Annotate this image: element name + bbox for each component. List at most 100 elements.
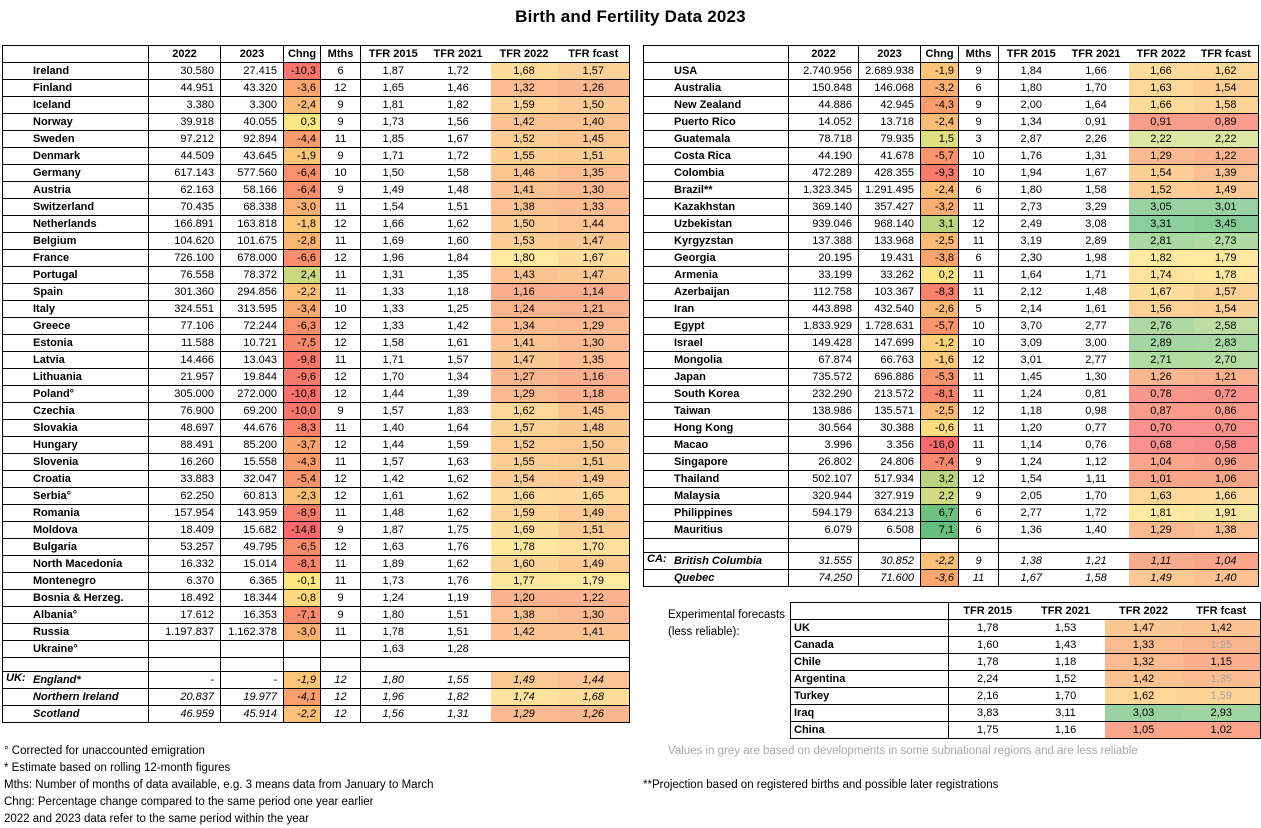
births-2023-cell: 634.213 [858, 504, 921, 522]
births-2022-cell: 26.802 [788, 453, 859, 471]
births-2022-cell: 18.492 [148, 589, 221, 607]
tfr-2021-cell: 1,19 [425, 589, 491, 607]
country-row: Georgia 20.195 19.431 -3,8 6 2,30 1,98 1,82 1,79 [643, 249, 1259, 267]
col-header-mths: Mths [958, 45, 999, 63]
country-name-cell: China [790, 721, 949, 739]
mths-cell: 6 [320, 62, 361, 80]
tfr-fcast-cell: 1,38 [1193, 521, 1259, 539]
mths-cell: 6 [958, 181, 999, 199]
tfr-2015-cell: 1,57 [360, 402, 426, 420]
country-name-cell: Finland [2, 79, 149, 97]
country-name-cell: Denmark [2, 147, 149, 165]
tfr-2015-cell: 1,40 [360, 419, 426, 437]
tfr-2021-cell: 0,77 [1063, 419, 1129, 437]
tfr-2022-cell: 2,22 [1128, 130, 1194, 148]
tfr-fcast-cell: 1,51 [557, 147, 630, 165]
mths-cell: 11 [958, 436, 999, 454]
births-2023-cell: 13.718 [858, 113, 921, 131]
tfr-2015-cell: 1,44 [360, 436, 426, 454]
tfr-fcast-cell: 3,01 [1193, 198, 1259, 216]
mths-cell: 11 [320, 232, 361, 250]
tfr-2015-cell: 1,87 [360, 62, 426, 80]
country-name-cell: Slovenia [2, 453, 149, 471]
col-header-mths: Mths [320, 45, 361, 63]
births-2022-cell: 97.212 [148, 130, 221, 148]
country-row: Croatia 33.883 32.047 -5,4 12 1,42 1,62 1,54 1,4… [2, 470, 630, 488]
tfr-fcast-cell: 0,86 [1193, 402, 1259, 420]
tfr-fcast-cell: 1,30 [557, 334, 630, 352]
mths-cell: 11 [320, 555, 361, 573]
tfr-fcast-cell [557, 640, 630, 658]
births-2023-cell: 101.675 [220, 232, 284, 250]
mths-cell: 6 [958, 79, 999, 97]
tfr-2022-cell: 1,74 [490, 688, 558, 706]
forecast-row: Iraq 3,83 3,11 3,03 2,93 [790, 704, 1261, 722]
mths-cell: 11 [320, 419, 361, 437]
births-2023-cell: 1.291.495 [858, 181, 921, 199]
tfr-2021-cell: 1,82 [425, 96, 491, 114]
chng-cell: -1,9 [920, 62, 959, 80]
mths-cell: 9 [320, 589, 361, 607]
chng-cell: -5,7 [920, 317, 959, 335]
chng-cell: -7,4 [920, 453, 959, 471]
chng-cell: 0,3 [283, 113, 321, 131]
chng-cell: 7,1 [920, 521, 959, 539]
tfr-2022-cell: 1,27 [490, 368, 558, 386]
tfr-2022-cell: 1,42 [490, 113, 558, 131]
chng-cell: -5,3 [920, 368, 959, 386]
mths-cell: 12 [320, 334, 361, 352]
tfr-2021-cell: 1,62 [425, 487, 491, 505]
births-2023-cell: 15.558 [220, 453, 284, 471]
empty-cell [360, 657, 426, 672]
births-2023-cell: 135.571 [858, 402, 921, 420]
tfr-2015-cell: 1,44 [360, 385, 426, 403]
tfr-2022-cell: 1,62 [1104, 687, 1183, 705]
country-row: Kazakhstan 369.140 357.427 -3,2 11 2,73 3,29 3,… [643, 198, 1259, 216]
tfr-2021-cell: 1,28 [425, 640, 491, 658]
country-name-cell: Moldova [2, 521, 149, 539]
tfr-2021-cell: 2,77 [1063, 317, 1129, 335]
births-2023-cell: 58.166 [220, 181, 284, 199]
tfr-2022-cell: 1,43 [490, 266, 558, 284]
tfr-fcast-cell: 1,58 [1193, 96, 1259, 114]
chng-cell: -2,2 [283, 705, 321, 723]
tfr-fcast-cell: 0,96 [1193, 453, 1259, 471]
tfr-2021-cell: 1,67 [1063, 164, 1129, 182]
country-row: Lithuania 21.957 19.844 -9,6 12 1,70 1,34 1,27 1… [2, 368, 630, 386]
country-row: USA 2.740.956 2.689.938 -1,9 9 1,84 1,66 1,66 1,… [643, 62, 1259, 80]
empty-cell [220, 657, 284, 672]
country-name-cell: Italy [2, 300, 149, 318]
births-2022-cell: 320.944 [788, 487, 859, 505]
births-2023-cell: 43.320 [220, 79, 284, 97]
births-2022-cell: 149.428 [788, 334, 859, 352]
country-name-cell: Uzbekistan [643, 215, 789, 233]
mths-cell: 12 [320, 671, 361, 689]
births-2022-cell: 44.509 [148, 147, 221, 165]
tfr-fcast-cell: 1,68 [557, 688, 630, 706]
tfr-2015-cell: 1,54 [998, 470, 1064, 488]
forecast-row: UK 1,78 1,53 1,47 1,42 [790, 619, 1261, 637]
tfr-fcast-cell: 3,45 [1193, 215, 1259, 233]
tfr-fcast-cell: 1,26 [557, 705, 630, 723]
tfr-2015-cell: 1,85 [360, 130, 426, 148]
births-2023-cell: 968.140 [858, 215, 921, 233]
tfr-fcast-cell: 1,30 [557, 606, 630, 624]
chng-cell: -3,4 [283, 300, 321, 318]
tfr-2022-cell: 1,74 [1128, 266, 1194, 284]
tfr-2021-cell: 2,89 [1063, 232, 1129, 250]
tfr-2022-cell: 1,33 [1104, 636, 1183, 654]
chng-cell: -0,8 [283, 589, 321, 607]
births-2023-cell: 13.043 [220, 351, 284, 369]
chng-cell: -3,8 [920, 249, 959, 267]
mths-cell: 12 [958, 402, 999, 420]
tfr-2021-cell: 1,30 [1063, 368, 1129, 386]
chng-cell: -4,1 [283, 688, 321, 706]
tfr-fcast-cell: 1,50 [557, 436, 630, 454]
header-row: 2022 2023 Chng Mths TFR 2015 TFR 2021 TFR 2022… [643, 45, 1259, 63]
births-2023-cell: 146.068 [858, 79, 921, 97]
births-2023-cell: 3.300 [220, 96, 284, 114]
births-2023-cell: 16.353 [220, 606, 284, 624]
country-name-cell: Ireland [2, 62, 149, 80]
tfr-2021-cell: 1,16 [1026, 721, 1105, 739]
tfr-2015-cell: 1,61 [360, 487, 426, 505]
